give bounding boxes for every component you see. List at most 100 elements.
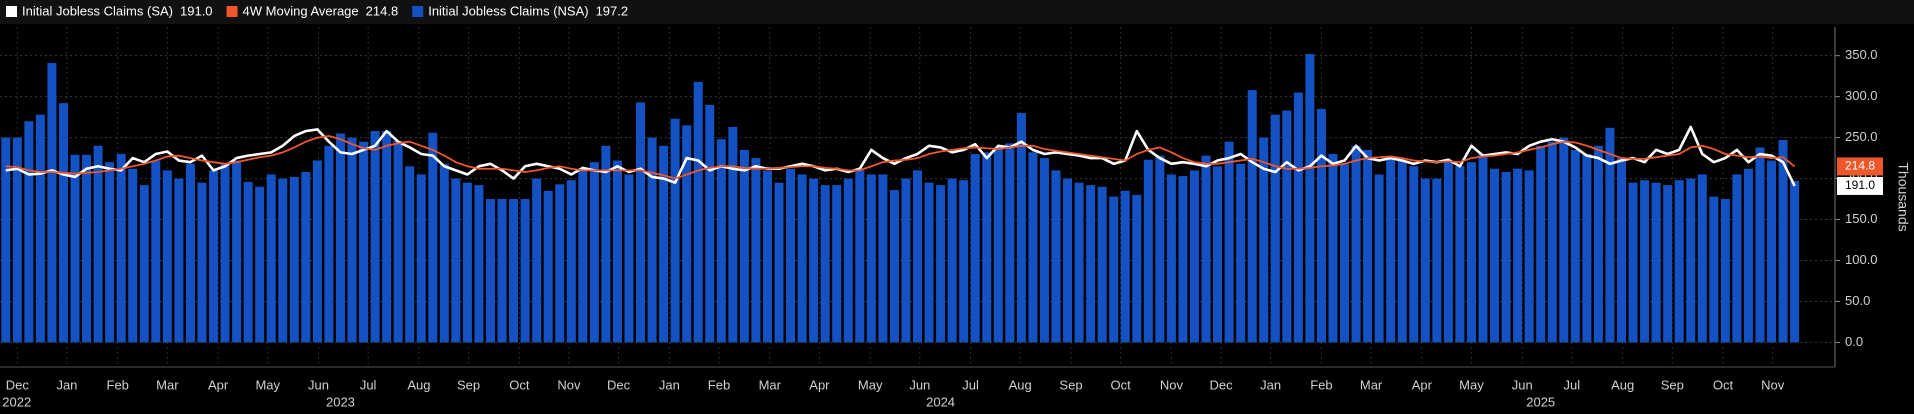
bar: [1, 137, 11, 343]
y-tick-label: 300.0: [1845, 88, 1878, 103]
value-tag: [1837, 157, 1883, 176]
bar: [1697, 174, 1707, 343]
bar: [1640, 180, 1650, 343]
x-tick-label: Apr: [208, 377, 229, 392]
bar: [35, 114, 45, 343]
bar: [405, 166, 415, 343]
bar: [474, 185, 484, 343]
bar: [797, 174, 807, 343]
bar: [670, 118, 680, 343]
x-tick-label: Dec: [607, 377, 631, 392]
bar: [936, 185, 946, 343]
bar: [416, 174, 426, 343]
bar: [1074, 182, 1084, 343]
bar: [1374, 174, 1384, 343]
bar: [1397, 160, 1407, 343]
bar: [1755, 147, 1765, 343]
bar: [1432, 178, 1442, 343]
x-tick-label: Jul: [962, 377, 979, 392]
x-tick-label: Feb: [1310, 377, 1332, 392]
bar: [1005, 143, 1015, 343]
bar: [1236, 163, 1246, 343]
bar: [912, 170, 923, 343]
y-tick-label: 250.0: [1845, 129, 1878, 144]
x-tick-label: Jan: [1260, 377, 1281, 392]
bar: [485, 199, 495, 343]
bar: [312, 160, 322, 343]
bar: [439, 163, 449, 343]
bar: [1120, 190, 1130, 343]
bar: [1166, 174, 1176, 343]
legend-label: Initial Jobless Claims (SA): [22, 3, 173, 18]
bar: [1063, 178, 1073, 343]
x-tick-label: Aug: [407, 377, 430, 392]
bar: [278, 178, 288, 343]
bar: [601, 145, 611, 343]
bar: [1213, 166, 1223, 343]
bar: [197, 182, 207, 343]
bar: [1790, 180, 1800, 343]
bar: [774, 182, 784, 343]
year-label: 2023: [326, 394, 355, 409]
bar: [128, 168, 138, 343]
bar: [1178, 176, 1188, 343]
bar: [1536, 145, 1546, 343]
bar: [1016, 113, 1026, 343]
bar: [659, 145, 669, 343]
bar: [1316, 108, 1326, 343]
bar: [1143, 159, 1153, 343]
x-tick-label: Jun: [1512, 377, 1533, 392]
bar: [1420, 178, 1430, 343]
bar: [889, 190, 899, 343]
bar: [843, 178, 853, 343]
bar: [682, 125, 692, 343]
bar: [566, 180, 576, 343]
bar: [451, 178, 461, 343]
bar: [82, 154, 92, 343]
legend-label: Initial Jobless Claims (NSA): [428, 3, 588, 18]
bar: [555, 184, 565, 343]
bar: [105, 162, 115, 343]
bar: [751, 158, 761, 343]
bar: [1524, 170, 1534, 343]
bar: [382, 131, 392, 343]
bar: [209, 170, 219, 343]
x-tick-label: Mar: [156, 377, 179, 392]
bar: [1340, 163, 1350, 343]
bar: [24, 121, 34, 343]
bar: [243, 181, 253, 343]
year-label: 2022: [2, 394, 31, 409]
bar: [1097, 186, 1107, 343]
legend-value: 197.2: [596, 3, 629, 18]
x-tick-label: May: [858, 377, 883, 392]
bar: [1132, 194, 1142, 343]
bar: [1732, 174, 1742, 343]
bar: [70, 154, 80, 343]
y-tick-label: 150.0: [1845, 211, 1878, 226]
bar: [543, 190, 553, 343]
bar: [1305, 54, 1315, 343]
bar: [428, 132, 438, 343]
bar: [1767, 160, 1777, 343]
bar: [370, 131, 380, 343]
bar: [866, 174, 876, 343]
bar: [959, 180, 969, 343]
bar: [786, 168, 796, 343]
bar: [324, 145, 334, 343]
x-tick-label: Jul: [1564, 377, 1581, 392]
bar: [1282, 110, 1292, 343]
bar: [116, 153, 126, 343]
x-tick-label: May: [255, 377, 280, 392]
bar: [47, 63, 57, 343]
y-axis-label: Thousands: [1895, 162, 1911, 231]
bar: [162, 170, 172, 343]
bar: [1466, 162, 1476, 343]
bar: [347, 137, 357, 343]
x-tick-label: Aug: [1611, 377, 1634, 392]
line: [5, 135, 1796, 180]
x-tick-label: Oct: [509, 377, 530, 392]
bar: [705, 104, 715, 343]
legend-swatch: [6, 6, 17, 17]
x-tick-label: Nov: [1160, 377, 1184, 392]
